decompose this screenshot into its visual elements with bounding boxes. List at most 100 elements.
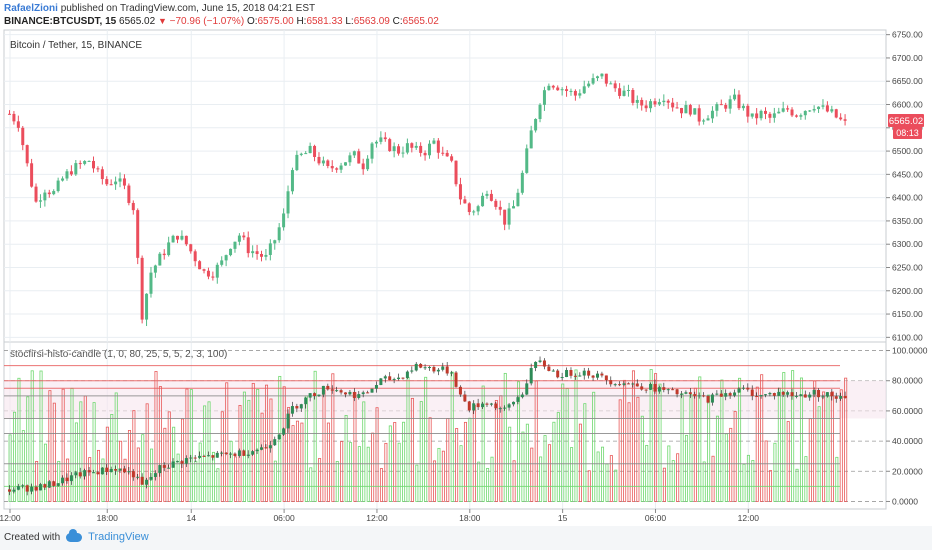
histogram-bar	[494, 400, 498, 502]
tradingview-brand[interactable]: TradingView	[88, 531, 149, 543]
price-candle	[198, 261, 202, 270]
indicator-candle	[56, 483, 60, 486]
indicator-candle	[229, 453, 233, 455]
indicator-candle	[649, 383, 653, 390]
price-candle	[525, 148, 529, 173]
histogram-bar	[21, 430, 25, 502]
price-tick-label: 6700.00	[892, 53, 923, 63]
price-tick-label: 6100.00	[892, 332, 923, 342]
histogram-bar	[742, 463, 746, 502]
price-tick-label: 6250.00	[892, 262, 923, 272]
price-candle	[556, 87, 560, 91]
indicator-tick-label: 80.0000	[892, 376, 923, 386]
indicator-candle	[494, 403, 498, 409]
indicator-candle	[414, 363, 418, 371]
price-candle	[454, 160, 458, 185]
histogram-bar	[570, 447, 574, 502]
indicator-candle	[573, 375, 577, 377]
price-candle	[370, 143, 374, 159]
indicator-candle	[450, 372, 454, 374]
price-candle	[512, 206, 515, 209]
histogram-bar	[410, 397, 414, 502]
price-candle	[688, 105, 692, 115]
price-candle	[153, 265, 157, 273]
indicator-candle	[92, 472, 95, 474]
price-candle	[122, 178, 126, 186]
price-candle	[167, 242, 171, 256]
indicator-candle	[467, 401, 471, 411]
price-candle	[56, 180, 60, 192]
indicator-candle	[366, 392, 370, 394]
indicator-candle	[794, 395, 798, 397]
price-candle	[516, 192, 520, 207]
price-candle	[211, 276, 215, 278]
indicator-candle	[428, 367, 431, 369]
histogram-bar	[154, 371, 158, 502]
price-candle	[237, 235, 241, 242]
price-candle	[803, 110, 807, 116]
time-tick-label: 12:00	[366, 513, 388, 523]
price-candle	[224, 255, 228, 261]
price-axis[interactable]: 6100.00 6150.00 6200.00 6250.00 6300.00 6350.…	[886, 30, 923, 343]
indicator-candle	[591, 375, 595, 378]
indicator-candle	[392, 379, 396, 381]
histogram-bar	[428, 417, 432, 502]
author-name[interactable]: RafaelZioni	[4, 3, 58, 14]
price-candle	[498, 206, 502, 210]
indicator-candle	[198, 455, 202, 458]
indicator-candle	[251, 451, 255, 455]
indicator-candle	[706, 396, 710, 403]
histogram-bar	[366, 446, 370, 502]
indicator-candle	[803, 394, 807, 398]
price-candle	[737, 94, 741, 109]
price-candle	[772, 113, 776, 118]
indicator-candle	[702, 395, 706, 397]
price-candle	[16, 121, 20, 128]
indicator-candle	[304, 397, 308, 405]
tradingview-logo-icon[interactable]	[66, 528, 83, 542]
histogram-bar	[574, 369, 578, 502]
price-candle	[180, 235, 184, 240]
histogram-bar	[658, 383, 662, 502]
indicator-candle	[764, 394, 767, 396]
indicator-candle	[255, 449, 259, 452]
price-candle	[321, 160, 325, 164]
price-candle	[830, 109, 834, 112]
indicator-candle	[162, 465, 166, 468]
indicator-candle	[105, 467, 109, 472]
price-candle	[251, 251, 255, 254]
histogram-bar	[746, 454, 750, 502]
indicator-candle	[335, 390, 339, 392]
price-candle	[47, 192, 51, 195]
created-with-text: Created with	[4, 531, 61, 543]
histogram-bar	[119, 440, 123, 502]
time-tick-label: 06:00	[273, 513, 295, 523]
price-candle	[565, 89, 569, 91]
price-candle	[12, 113, 16, 122]
indicator-candle	[38, 484, 42, 491]
price-candle	[613, 83, 617, 89]
price-candle	[604, 73, 608, 84]
histogram-bar	[711, 455, 715, 502]
price-candle	[755, 113, 759, 119]
price-candle	[724, 104, 728, 109]
histogram-bar	[503, 372, 507, 502]
indicator-tick-label: 100.0000	[892, 346, 928, 356]
indicator-candle	[69, 475, 73, 482]
price-candle	[445, 152, 449, 157]
indicator-axis[interactable]: 0.0000 20.0000 40.0000 60.0000 80.0000 100.00…	[886, 346, 928, 507]
price-candle	[242, 235, 246, 238]
histogram-bar	[295, 420, 299, 502]
chart-canvas[interactable]: 6100.00 6150.00 6200.00 6250.00 6300.00 6350.…	[0, 0, 932, 526]
histogram-bar	[247, 399, 251, 502]
price-tick-label: 6300.00	[892, 239, 923, 249]
time-axis[interactable]: 12:00 18:00 14 06:00 12:00 18:00 15 06:00 12:00	[0, 508, 886, 523]
histogram-bar	[141, 434, 145, 502]
indicator-candle	[348, 391, 352, 395]
indicator-candle	[534, 361, 538, 369]
indicator-candle	[498, 408, 502, 410]
histogram-bar	[455, 428, 459, 502]
indicator-candle	[458, 386, 462, 395]
price-candle	[428, 143, 431, 156]
histogram-bar	[839, 389, 843, 502]
